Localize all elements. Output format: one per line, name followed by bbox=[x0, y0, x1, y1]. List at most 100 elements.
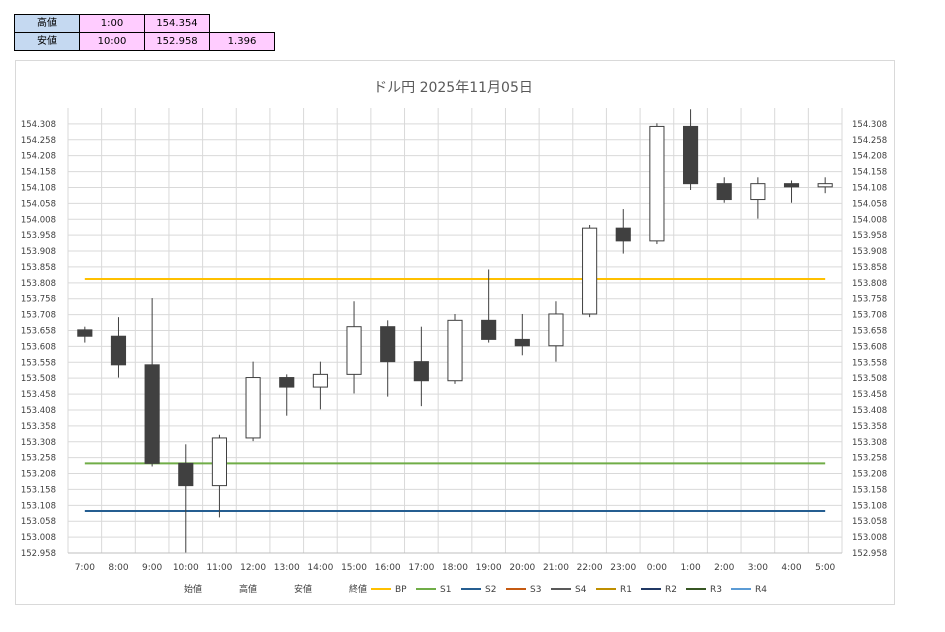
candle-body bbox=[548, 313, 564, 347]
y-tick-label-right: 154.158 bbox=[852, 168, 887, 178]
y-tick-label-right: 154.058 bbox=[852, 199, 887, 209]
y-tick-label-right: 153.208 bbox=[852, 470, 887, 480]
candle bbox=[615, 209, 631, 254]
candle bbox=[682, 109, 699, 191]
y-tick-label-left: 153.208 bbox=[21, 470, 56, 480]
candle bbox=[582, 224, 598, 318]
candle bbox=[380, 320, 396, 397]
chart-title: ドル円 2025年11月05日 bbox=[373, 80, 533, 96]
y-tick-label-right: 154.308 bbox=[852, 120, 887, 130]
candlestick-chart: ドル円 2025年11月05日 154.308 154.308 154.258 154… bbox=[21, 80, 887, 595]
x-tick-label: 19:00 bbox=[476, 563, 502, 573]
candle-body bbox=[716, 183, 732, 201]
y-tick-label-left: 153.358 bbox=[21, 422, 56, 432]
candle-body bbox=[312, 373, 328, 388]
y-tick-label-left: 153.458 bbox=[21, 390, 56, 400]
info-time-low: 10:00 bbox=[79, 32, 145, 51]
candle-body bbox=[582, 227, 598, 315]
axes: 154.308 154.308 154.258 154.258 154.208 154.2… bbox=[21, 120, 887, 573]
y-tick-label-right: 153.958 bbox=[852, 231, 887, 241]
y-tick-label-left: 153.058 bbox=[21, 517, 56, 527]
candle-body bbox=[346, 326, 362, 375]
candle-body bbox=[144, 364, 160, 464]
y-tick-label-right: 154.208 bbox=[852, 152, 887, 162]
y-tick-label-right: 153.308 bbox=[852, 438, 887, 448]
candle bbox=[312, 361, 328, 410]
y-tick-label-left: 154.158 bbox=[21, 168, 56, 178]
x-tick-label: 10:00 bbox=[173, 563, 199, 573]
candle-body bbox=[783, 183, 800, 188]
x-tick-label: 13:00 bbox=[274, 563, 300, 573]
candle-body bbox=[178, 462, 194, 487]
candle bbox=[178, 444, 194, 553]
y-tick-label-right: 153.258 bbox=[852, 454, 887, 464]
candle-body bbox=[682, 125, 699, 185]
x-tick-label: 21:00 bbox=[543, 563, 569, 573]
y-tick-label-left: 154.308 bbox=[21, 120, 56, 130]
chart-frame: ドル円 2025年11月05日 154.308 154.308 154.258 154… bbox=[15, 60, 895, 605]
y-tick-label-left: 154.258 bbox=[21, 136, 56, 146]
candle-body bbox=[380, 326, 396, 363]
x-tick-label: 2:00 bbox=[714, 563, 734, 573]
y-tick-label-left: 153.258 bbox=[21, 454, 56, 464]
candle-body bbox=[413, 361, 429, 382]
y-tick-label-left: 153.158 bbox=[21, 485, 56, 495]
y-tick-label-left: 153.758 bbox=[21, 295, 56, 305]
x-tick-label: 16:00 bbox=[375, 563, 401, 573]
candle-body bbox=[77, 329, 93, 337]
level-lines bbox=[84, 278, 826, 513]
y-tick-label-right: 154.258 bbox=[852, 136, 887, 146]
x-tick-label: 1:00 bbox=[680, 563, 700, 573]
y-tick-label-left: 153.008 bbox=[21, 533, 56, 543]
y-tick-label-left: 153.608 bbox=[21, 342, 56, 352]
legend-label-s2: S2 bbox=[485, 585, 496, 595]
legend-label-s1: S1 bbox=[440, 585, 451, 595]
legend-label: 終値 bbox=[349, 583, 367, 595]
candle-body bbox=[279, 377, 295, 388]
y-tick-label-right: 153.558 bbox=[852, 358, 887, 368]
candle bbox=[750, 177, 766, 219]
x-tick-label: 22:00 bbox=[577, 563, 603, 573]
y-tick-label-right: 154.108 bbox=[852, 183, 887, 193]
candle bbox=[279, 374, 295, 416]
candle bbox=[346, 301, 362, 394]
candle bbox=[783, 180, 800, 203]
x-tick-label: 7:00 bbox=[75, 563, 95, 573]
candle bbox=[110, 317, 127, 378]
info-price-low: 152.958 bbox=[144, 32, 210, 51]
candle bbox=[245, 361, 261, 442]
legend-label: 始値 bbox=[184, 583, 202, 595]
candle bbox=[413, 326, 429, 407]
x-tick-label: 12:00 bbox=[240, 563, 266, 573]
candle bbox=[77, 326, 93, 343]
y-tick-label-left: 153.108 bbox=[21, 501, 56, 511]
info-extra-empty bbox=[210, 15, 275, 33]
candle-body bbox=[817, 183, 833, 188]
x-tick-label: 5:00 bbox=[815, 563, 835, 573]
y-tick-label-left: 153.708 bbox=[21, 311, 56, 321]
candle-body bbox=[211, 437, 228, 487]
legend-label-bp: BP bbox=[395, 585, 407, 595]
candle bbox=[144, 298, 160, 467]
legend: 始値 高値 安値 終値 BP S1 S2 S3 S4 R1 R2 R3 R4 bbox=[184, 583, 767, 595]
y-tick-label-right: 153.508 bbox=[852, 374, 887, 384]
x-tick-label: 23:00 bbox=[610, 563, 636, 573]
y-tick-label-right: 153.408 bbox=[852, 406, 887, 416]
legend-label-r3: R3 bbox=[710, 585, 722, 595]
legend-label: 安値 bbox=[294, 583, 312, 595]
y-tick-label-left: 153.308 bbox=[21, 438, 56, 448]
x-tick-label: 17:00 bbox=[408, 563, 434, 573]
y-tick-label-right: 153.908 bbox=[852, 247, 887, 257]
y-tick-label-left: 152.958 bbox=[21, 549, 56, 559]
x-tick-label: 14:00 bbox=[307, 563, 333, 573]
x-tick-label: 0:00 bbox=[647, 563, 667, 573]
info-row-low: 安値 10:00 152.958 1.396 bbox=[14, 32, 275, 51]
x-tick-label: 4:00 bbox=[781, 563, 801, 573]
legend-label-r1: R1 bbox=[620, 585, 632, 595]
y-tick-label-left: 154.108 bbox=[21, 183, 56, 193]
y-tick-label-right: 153.458 bbox=[852, 390, 887, 400]
y-tick-label-right: 153.658 bbox=[852, 327, 887, 337]
info-row-high: 高値 1:00 154.354 bbox=[14, 14, 275, 33]
candle-body bbox=[447, 319, 463, 382]
candle-body bbox=[649, 125, 665, 242]
